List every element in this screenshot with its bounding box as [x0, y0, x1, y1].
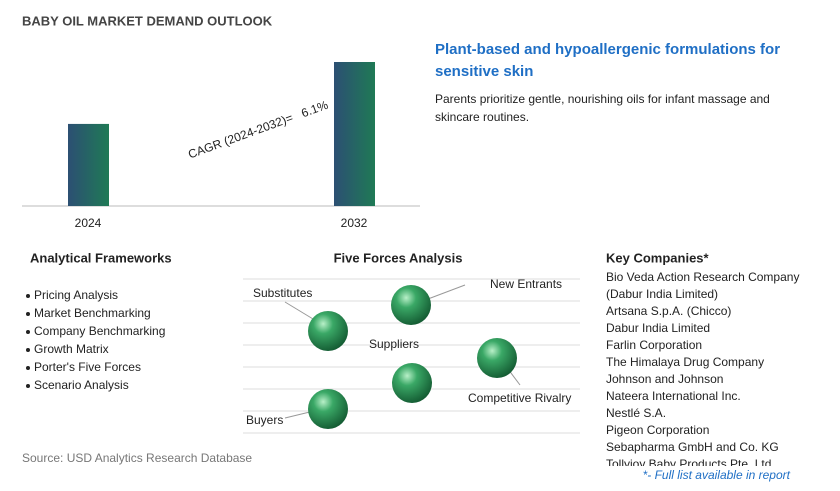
x-tick-label: 2032: [341, 216, 368, 230]
bullet: [26, 294, 30, 298]
company-list: Bio Veda Action Research Company (Dabur I…: [606, 270, 799, 471]
chart-title: BABY OIL MARKET DEMAND OUTLOOK: [22, 13, 273, 28]
company-item: Tollyjoy Baby Products Pte. Ltd.: [606, 457, 775, 471]
section-title: Analytical Frameworks: [30, 250, 172, 265]
bar: [334, 62, 375, 206]
framework-item: Porter's Five Forces: [34, 360, 141, 374]
bullet: [26, 348, 30, 352]
company-item: Dabur India Limited: [606, 321, 710, 335]
framework-item: Company Benchmarking: [34, 324, 165, 338]
framework-item: Market Benchmarking: [34, 306, 151, 320]
framework-item: Pricing Analysis: [34, 288, 118, 302]
bar: [68, 123, 109, 206]
force-label: Competitive Rivalry: [468, 391, 571, 405]
note: *- Full list available in report: [643, 468, 791, 482]
five-forces: [243, 278, 580, 434]
company-item: Nestlé S.A.: [606, 406, 666, 420]
highlight-text: Parents prioritize gentle, nourishing oi…: [435, 92, 770, 106]
force-label: Buyers: [246, 413, 283, 427]
cagr-value: 6.1%: [299, 98, 330, 121]
company-item: (Dabur India Limited): [606, 287, 718, 301]
cagr: CAGR (2024-2032)=6.1%: [186, 98, 330, 162]
bullet: [26, 330, 30, 334]
company-item: Nateera International Inc.: [606, 389, 741, 403]
section-title: Key Companies*: [606, 250, 710, 265]
force-label: New Entrants: [490, 277, 562, 291]
force-label: Substitutes: [253, 286, 312, 300]
highlight-text: skincare routines.: [435, 110, 529, 124]
company-item: Farlin Corporation: [606, 338, 702, 352]
bullet: [26, 312, 30, 316]
highlight-title: Plant-based and hypoallergenic formulati…: [435, 41, 780, 58]
company-item: Bio Veda Action Research Company: [606, 270, 799, 284]
company-item: Johnson and Johnson: [606, 372, 723, 386]
bullet: [26, 384, 30, 388]
company-item: Artsana S.p.A. (Chicco): [606, 304, 731, 318]
cagr-label: CAGR (2024-2032)=: [186, 111, 295, 162]
source: Source: USD Analytics Research Database: [22, 451, 252, 465]
bullet: [26, 366, 30, 370]
framework-item: Scenario Analysis: [34, 378, 129, 392]
framework-item: Growth Matrix: [34, 342, 109, 356]
x-tick-label: 2024: [75, 216, 102, 230]
company-item: Pigeon Corporation: [606, 423, 709, 437]
company-item: Sebapharma GmbH and Co. KG: [606, 440, 779, 454]
force-label: Suppliers: [369, 337, 419, 351]
company-item: The Himalaya Drug Company: [606, 355, 764, 369]
highlight-title: sensitive skin: [435, 63, 533, 80]
section-title: Five Forces Analysis: [334, 250, 463, 265]
